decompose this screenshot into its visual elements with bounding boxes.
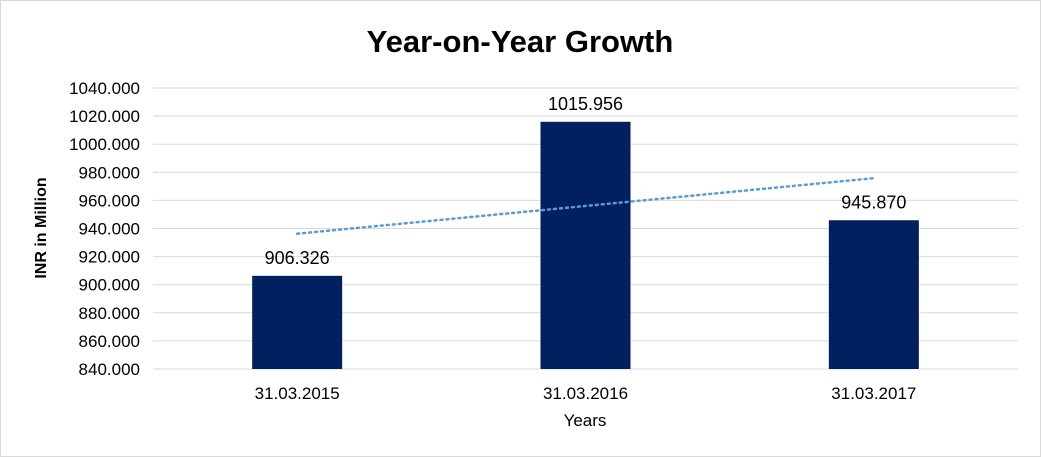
y-tick-label: 1000.000	[69, 135, 140, 154]
y-tick-label: 980.000	[79, 163, 140, 182]
y-tick-label: 840.000	[79, 360, 140, 379]
y-tick-label: 960.000	[79, 191, 140, 210]
data-label: 1015.956	[548, 94, 623, 114]
x-tick-label: 31.03.2017	[831, 384, 916, 403]
x-tick-label: 31.03.2015	[255, 384, 340, 403]
x-tick-label: 31.03.2016	[543, 384, 628, 403]
chart-title: Year-on-Year Growth	[367, 24, 674, 59]
bar	[252, 275, 343, 369]
y-tick-label: 1040.000	[69, 79, 140, 98]
y-tick-label: 860.000	[79, 332, 140, 351]
trendline	[295, 176, 876, 235]
x-axis-label: Years	[564, 411, 607, 430]
y-tick-label: 940.000	[79, 220, 140, 239]
bar	[540, 121, 631, 369]
y-tick-label: 880.000	[79, 304, 140, 323]
y-axis-label: INR in Million	[33, 177, 50, 278]
y-tick-label: 920.000	[79, 248, 140, 267]
bar	[828, 220, 919, 369]
y-tick-label: 1020.000	[69, 107, 140, 126]
y-tick-label: 900.000	[79, 276, 140, 295]
data-label: 945.870	[841, 192, 906, 212]
data-label: 906.326	[265, 248, 330, 268]
